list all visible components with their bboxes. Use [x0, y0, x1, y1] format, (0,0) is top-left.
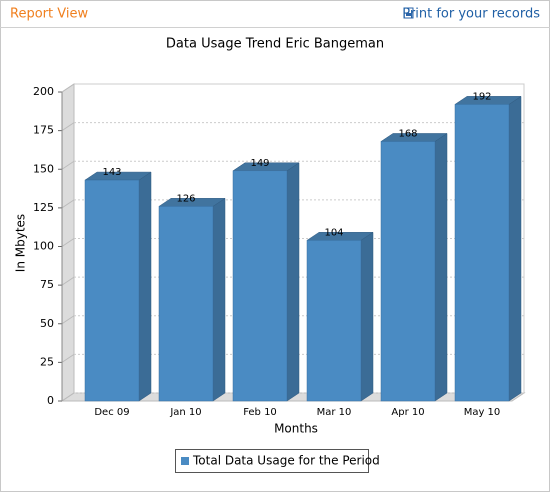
- y-tick-label: 50: [40, 317, 54, 330]
- bar: [306, 231, 374, 402]
- y-tick-label: 75: [40, 278, 54, 291]
- bar-side: [508, 95, 522, 402]
- legend-swatch: [181, 457, 189, 465]
- bar: [232, 162, 300, 402]
- bar-front: [232, 170, 288, 402]
- y-tick-label: 100: [33, 240, 54, 253]
- bar: [454, 95, 522, 402]
- y-axis-label: In Mbytes: [14, 214, 28, 272]
- wall-grid-line: [61, 238, 75, 247]
- y-tick-label: 125: [33, 201, 54, 214]
- y-tick-label: 25: [40, 355, 54, 368]
- value-label: 192: [472, 91, 491, 102]
- bar: [84, 171, 152, 402]
- bar-front: [454, 104, 510, 402]
- y-tick-label: 150: [33, 162, 54, 175]
- x-tick-label: May 10: [464, 407, 501, 418]
- bar-front: [380, 141, 436, 402]
- y-tick-label: 0: [47, 394, 54, 407]
- legend-label: Total Data Usage for the Period: [192, 454, 380, 468]
- header-title: Report View: [10, 7, 88, 22]
- bar-front: [158, 206, 214, 402]
- x-tick-label: Apr 10: [391, 407, 424, 418]
- x-tick-label: Jan 10: [169, 407, 201, 418]
- bar-front: [306, 240, 362, 402]
- y-tick-label: 175: [33, 124, 54, 137]
- wall-grid-line: [61, 392, 75, 402]
- wall-grid-line: [61, 160, 75, 170]
- wall-grid-line: [61, 199, 75, 209]
- wall-grid-line: [61, 315, 75, 325]
- x-tick-label: Dec 09: [94, 407, 129, 418]
- value-label: 143: [102, 167, 121, 178]
- print-link-text[interactable]: Print for your records: [402, 7, 540, 22]
- y-tick-label: 200: [33, 85, 54, 98]
- value-label: 168: [398, 128, 417, 139]
- wall-grid-line: [61, 276, 75, 286]
- x-tick-label: Feb 10: [243, 407, 277, 418]
- bar-side: [212, 197, 226, 402]
- x-tick-label: Mar 10: [317, 407, 352, 418]
- chart-title: Data Usage Trend Eric Bangeman: [166, 37, 384, 52]
- bar: [380, 132, 448, 402]
- wall-grid-line: [61, 353, 75, 363]
- legend: [175, 449, 369, 473]
- bar-front: [84, 179, 140, 402]
- bar-side: [286, 162, 300, 402]
- wall-grid-line: [61, 83, 75, 93]
- value-label: 149: [250, 158, 269, 169]
- printer-icon-tray: [406, 13, 411, 16]
- x-axis-label: Months: [274, 422, 318, 436]
- value-label: 126: [176, 193, 195, 204]
- bar-side: [434, 132, 448, 402]
- plot: 0 25 50 75 100 125 150 175 200 Dec 09 143 Jan 10 126…: [33, 83, 526, 418]
- wall-grid-line: [61, 122, 75, 132]
- print-link[interactable]: Print for your records: [402, 7, 540, 22]
- bar-side: [360, 231, 374, 402]
- bar-side: [138, 171, 152, 402]
- value-label: 104: [324, 227, 343, 238]
- bar: [158, 197, 226, 402]
